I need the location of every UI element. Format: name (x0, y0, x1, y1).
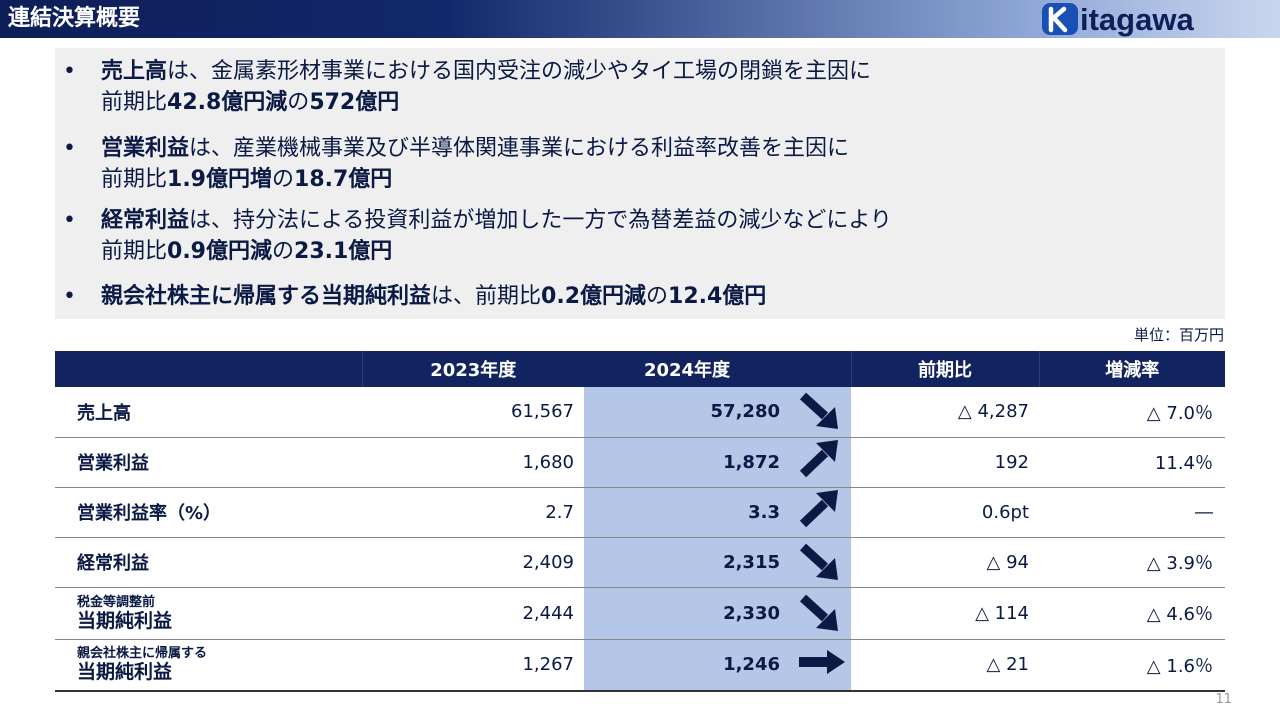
current-value: 2,315 (584, 537, 790, 588)
table-row: 売上高 61,567 57,280 △ 4,287 △ 7.0％ (55, 387, 1225, 438)
table-row: 税金等調整前 当期純利益 2,444 2,330 △ 114 △ 4.6％ (55, 587, 1225, 640)
row-label: 経常利益 (55, 537, 362, 588)
summary-box: • 売上高は、金属素形材事業における国内受注の減少やタイ工場の閉鎖を主因に 前期… (55, 48, 1225, 319)
rate-value: 11.4％ (1039, 437, 1225, 488)
current-value: 57,280 (584, 387, 790, 438)
table-row: 経常利益 2,409 2,315 △ 94 △ 3.9％ (55, 537, 1225, 588)
svg-text:itagawa: itagawa (1080, 2, 1194, 37)
row-label-main: 当期純利益 (77, 609, 173, 632)
rate-value: △ 3.9％ (1039, 537, 1225, 588)
header-bar: 連結決算概要 itagawa (0, 0, 1280, 38)
current-value: 3.3 (584, 487, 790, 538)
arrow-down-icon (790, 387, 851, 438)
change-value: △ 94 (851, 537, 1039, 588)
rate-value: ― (1039, 487, 1225, 538)
unit-label: 単位：百万円 (1133, 326, 1224, 344)
prev-value: 2,444 (362, 587, 584, 640)
change-value: △ 114 (851, 587, 1039, 640)
financial-table: 2023年度 2024年度 前期比 増減率 売上高 61,567 57,280 … (55, 351, 1225, 692)
page-number: 11 (1215, 692, 1232, 707)
row-label-sub: 税金等調整前 (77, 594, 156, 610)
row-label: 営業利益 (55, 437, 362, 488)
header-cell-2023: 2023年度 (361, 351, 584, 387)
prev-value: 1,267 (362, 639, 584, 692)
arrow-down-icon (790, 587, 851, 640)
rate-value: △ 1.6％ (1039, 639, 1225, 692)
row-label-main: 当期純利益 (77, 661, 173, 684)
arrow-up-icon (790, 437, 851, 488)
change-value: △ 21 (851, 639, 1039, 692)
rate-value: △ 4.6％ (1039, 587, 1225, 640)
prev-value: 2.7 (362, 487, 584, 538)
change-value: 0.6pt (851, 487, 1039, 538)
prev-value: 1,680 (362, 437, 584, 488)
table-row: 営業利益率（%） 2.7 3.3 0.6pt ― (55, 487, 1225, 538)
row-label: 売上高 (55, 387, 362, 438)
current-value: 1,872 (584, 437, 790, 488)
header-cell-label (55, 351, 362, 387)
rate-value: △ 7.0％ (1039, 387, 1225, 438)
arrow-right-icon (790, 639, 851, 692)
current-value: 1,246 (584, 639, 790, 692)
row-label-sub: 親会社株主に帰属する (77, 646, 208, 662)
page-title: 連結決算概要 (8, 6, 141, 31)
row-label: 親会社株主に帰属する 当期純利益 (55, 639, 362, 692)
arrow-down-icon (790, 537, 851, 588)
row-label: 税金等調整前 当期純利益 (55, 587, 362, 640)
table-row: 営業利益 1,680 1,872 192 11.4％ (55, 437, 1225, 488)
change-value: △ 4,287 (851, 387, 1039, 438)
change-value: 192 (851, 437, 1039, 488)
row-label: 営業利益率（%） (55, 487, 362, 538)
header-cell-arrow (790, 351, 851, 387)
prev-value: 61,567 (362, 387, 584, 438)
current-value: 2,330 (584, 587, 790, 640)
arrow-up-icon (790, 487, 851, 538)
table-header-row: 2023年度 2024年度 前期比 増減率 (55, 351, 1225, 387)
header-cell-rate: 増減率 (1038, 351, 1225, 387)
header-cell-change: 前期比 (850, 351, 1039, 387)
header-cell-2024: 2024年度 (584, 351, 790, 387)
kitagawa-logo: itagawa (1040, 0, 1280, 38)
prev-value: 2,409 (362, 537, 584, 588)
table-row: 親会社株主に帰属する 当期純利益 1,267 1,246 △ 21 △ 1.6％ (55, 639, 1225, 692)
